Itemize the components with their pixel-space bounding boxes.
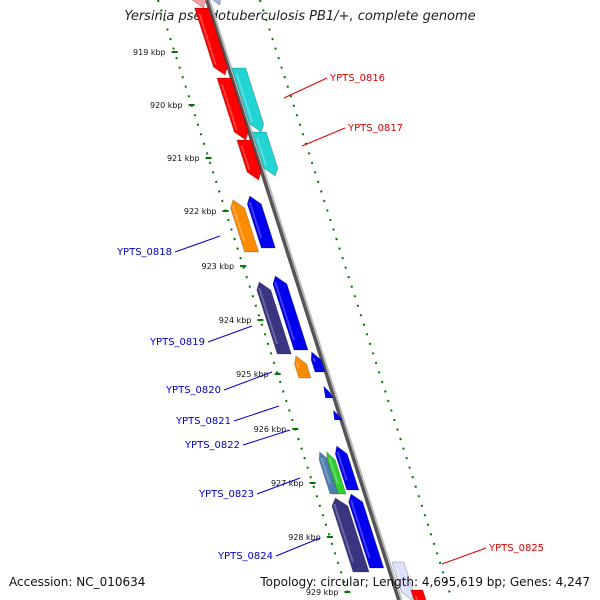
topology-text: Topology: circular; Length: 4,695,619 bp…: [260, 575, 590, 589]
gene-block: [326, 451, 347, 495]
gene-block-sheen: [256, 138, 268, 166]
gene-block: [191, 0, 207, 9]
backbone-highlight: [208, 0, 403, 600]
gene-block: [331, 497, 370, 573]
leader-line: [256, 477, 301, 495]
backbone-line: [205, 0, 401, 600]
gene-block-sheen: [312, 358, 316, 362]
gene-block: [246, 195, 276, 249]
gene-block: [333, 410, 343, 420]
tick-label: 924 kbp: [219, 316, 252, 325]
gene-block: [251, 131, 279, 177]
gene-block: [334, 445, 360, 491]
tick-label: 921 kbp: [167, 154, 200, 163]
gene-block: [310, 351, 326, 373]
gene-block-sheen: [258, 288, 279, 344]
gene-block-sheen: [350, 500, 371, 558]
gene-label: YPTS_0822: [184, 440, 240, 451]
leader-line: [441, 547, 487, 565]
gene-block: [272, 275, 309, 351]
gene-block-sheen: [320, 458, 331, 484]
tick-label: 929 kbp: [306, 588, 339, 597]
leader-line: [275, 537, 321, 557]
gene-block-sheen: [414, 596, 418, 600]
gene-block-sheen: [240, 146, 251, 170]
leader-line: [283, 77, 328, 99]
gene-block: [194, 7, 228, 76]
gene-block: [294, 355, 312, 379]
gene-block: [231, 67, 265, 133]
leader-line: [301, 127, 346, 147]
gene-label: YPTS_0824: [217, 551, 273, 562]
gene-block-sheen: [395, 568, 405, 590]
gene-block-sheen: [333, 504, 354, 562]
tick-label: 927 kbp: [271, 479, 304, 488]
tick-label: 926 kbp: [254, 425, 287, 434]
leader-line: [242, 429, 291, 446]
gene-block-sheen: [248, 202, 263, 238]
gene-label: YPTS_0819: [149, 337, 205, 348]
gene-label: YPTS_0816: [329, 73, 385, 84]
leader-line: [174, 235, 221, 253]
gene-block-sheen: [220, 84, 238, 130]
tick-rail-left: [157, 0, 351, 600]
gene-block: [212, 0, 221, 6]
gene-label: YPTS_0821: [175, 416, 231, 427]
tick-label: 919 kbp: [133, 48, 166, 57]
gene-label: YPTS_0817: [347, 123, 403, 134]
tick-label: 920 kbp: [150, 101, 183, 110]
gene-block: [216, 77, 249, 141]
tick-label: 925 kbp: [236, 370, 269, 379]
gene-block-sheen: [328, 458, 339, 484]
gene-label: YPTS_0820: [165, 385, 221, 396]
gene-block-sheen: [336, 452, 348, 480]
leader-line: [233, 405, 280, 422]
gene-block-sheen: [295, 362, 300, 368]
tick-label: 923 kbp: [202, 262, 235, 271]
gene-block: [256, 281, 292, 355]
gene-block: [230, 199, 260, 253]
gene-block-sheen: [231, 206, 246, 242]
gene-label: YPTS_0823: [198, 489, 254, 500]
gene-block: [348, 493, 385, 569]
accession-text: Accession: NC_010634: [9, 575, 146, 589]
gene-label: YPTS_0818: [116, 247, 172, 258]
gene-block: [323, 386, 334, 398]
gene-block-sheen: [274, 282, 295, 340]
gene-label: YPTS_0825: [488, 543, 544, 554]
tick-label: 922 kbp: [184, 207, 217, 216]
gene-block-sheen: [235, 74, 254, 122]
leader-line: [223, 371, 273, 391]
leader-line: [207, 325, 253, 343]
tick-label: 928 kbp: [288, 533, 321, 542]
gene-block: [236, 139, 262, 181]
gene-block: [410, 589, 427, 600]
gene-block-sheen: [198, 14, 217, 65]
